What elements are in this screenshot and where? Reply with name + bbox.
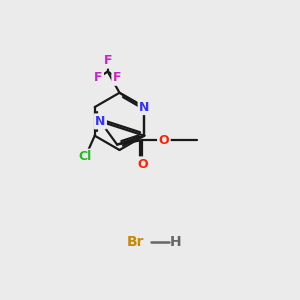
Text: O: O [137, 158, 148, 171]
Text: O: O [159, 134, 169, 147]
Text: F: F [113, 71, 122, 84]
Text: N: N [139, 100, 149, 114]
Text: F: F [103, 54, 112, 67]
Text: N: N [95, 115, 105, 128]
Text: H: H [170, 235, 182, 249]
Text: Br: Br [127, 235, 144, 249]
Text: F: F [94, 71, 103, 84]
Text: Cl: Cl [79, 150, 92, 163]
